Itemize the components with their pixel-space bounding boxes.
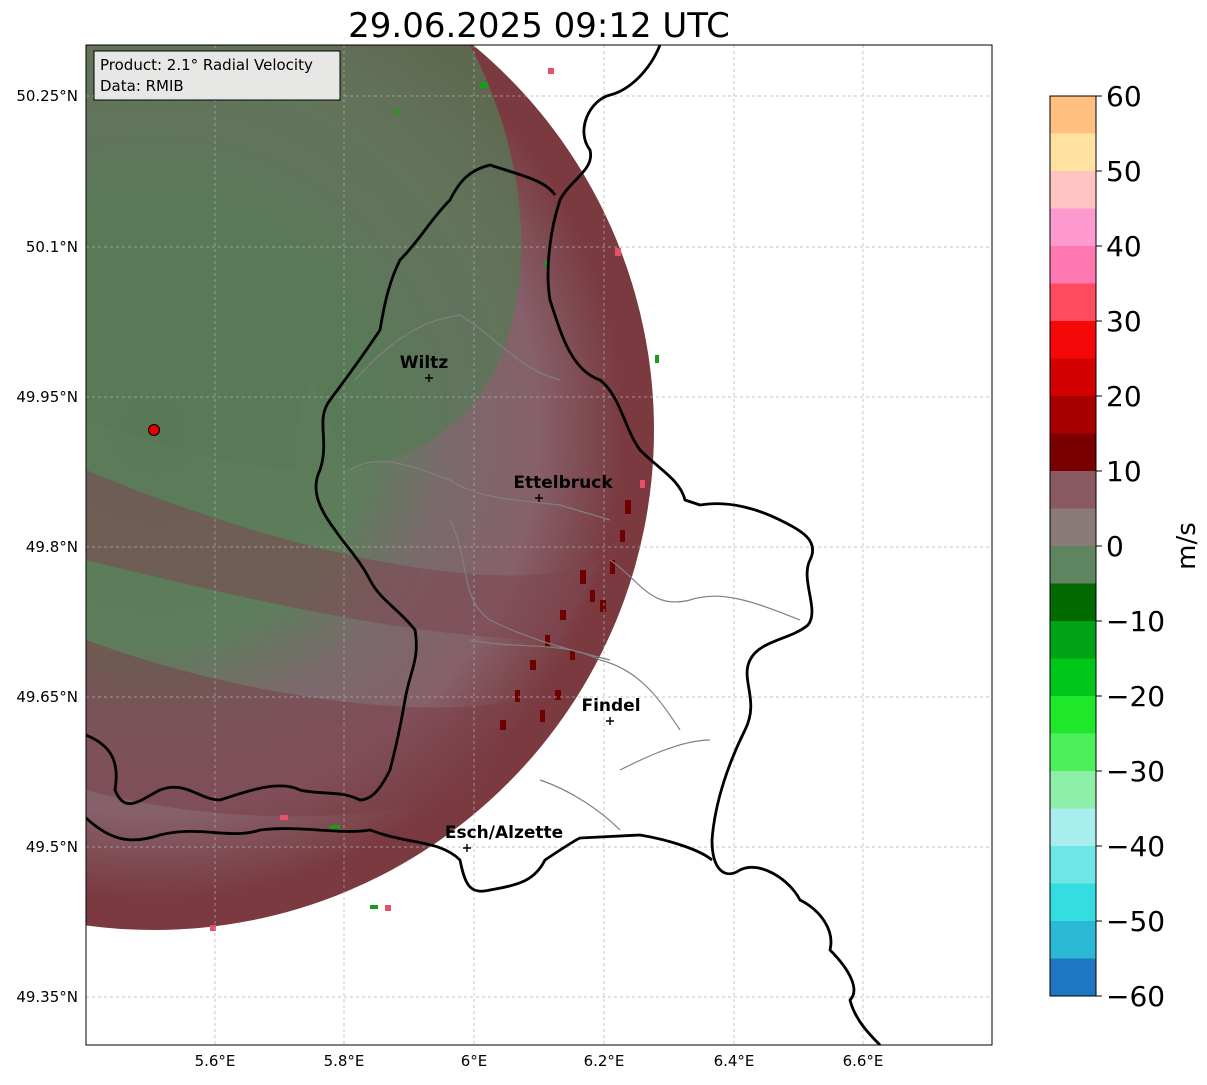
colorbar-band bbox=[1050, 321, 1096, 359]
city-marker-wiltz: Wiltz bbox=[400, 353, 449, 382]
lat-tick-label: 50.1°N bbox=[26, 238, 78, 256]
colorbar-ticks: 60 50 40 30 20 10 0 −10 −20 −30 −40 −50 −60 bbox=[1096, 80, 1165, 1013]
colorbar-tick-label: −10 bbox=[1106, 605, 1165, 638]
lon-tick-label: 5.8°E bbox=[324, 1052, 365, 1070]
colorbar-tick-label: 0 bbox=[1106, 530, 1124, 563]
colorbar-tick-label: −30 bbox=[1106, 755, 1165, 788]
colorbar-tick-label: 10 bbox=[1106, 455, 1142, 488]
lat-tick-label: 49.8°N bbox=[26, 538, 78, 556]
colorbar-tick-label: 20 bbox=[1106, 380, 1142, 413]
colorbar-band bbox=[1050, 733, 1096, 771]
colorbar-tick-label: 30 bbox=[1106, 305, 1142, 338]
colorbar-label: m/s bbox=[1172, 522, 1202, 570]
colorbar-band bbox=[1050, 583, 1096, 621]
gridlines bbox=[86, 45, 992, 1045]
colorbar-band bbox=[1050, 396, 1096, 434]
colorbar-band bbox=[1050, 508, 1096, 546]
colorbar-band bbox=[1050, 696, 1096, 734]
colorbar-tick-label: −20 bbox=[1106, 680, 1165, 713]
lat-tick-label: 50.25°N bbox=[16, 87, 78, 105]
colorbar: 60 50 40 30 20 10 0 −10 −20 −30 −40 −50 −60 m/s bbox=[1049, 80, 1202, 1013]
colorbar-tick-label: −40 bbox=[1106, 830, 1165, 863]
colorbar-band bbox=[1050, 133, 1096, 171]
map-frame bbox=[85, 44, 993, 1046]
colorbar-tick-label: 40 bbox=[1106, 230, 1142, 263]
lon-tick-label: 6.2°E bbox=[584, 1052, 625, 1070]
map-title: 29.06.2025 09:12 UTC bbox=[348, 6, 730, 46]
lon-tick-label: 6.6°E bbox=[843, 1052, 884, 1070]
lon-tick-label: 5.6°E bbox=[195, 1052, 236, 1070]
country-borders bbox=[86, 45, 881, 1045]
lat-tick-label: 49.65°N bbox=[16, 688, 78, 706]
colorbar-band bbox=[1050, 621, 1096, 659]
colorbar-band bbox=[1050, 958, 1096, 996]
radar-site-marker bbox=[148, 424, 160, 436]
city-label-findel: Findel bbox=[581, 696, 640, 716]
colorbar-band bbox=[1050, 358, 1096, 396]
info-data-source: Data: RMIB bbox=[100, 77, 184, 95]
colorbar-band bbox=[1050, 96, 1096, 134]
colorbar-tick-label: −50 bbox=[1106, 905, 1165, 938]
colorbar-band bbox=[1050, 808, 1096, 846]
colorbar-bands bbox=[1050, 96, 1096, 996]
lat-tick-label: 49.35°N bbox=[16, 988, 78, 1006]
colorbar-band bbox=[1050, 246, 1096, 284]
colorbar-band bbox=[1050, 283, 1096, 321]
colorbar-band bbox=[1050, 208, 1096, 246]
latitude-axis: 50.25°N 50.1°N 49.95°N 49.8°N 49.65°N 49… bbox=[16, 87, 78, 1006]
lat-tick-label: 49.5°N bbox=[26, 838, 78, 856]
lon-tick-label: 6°E bbox=[461, 1052, 488, 1070]
colorbar-band bbox=[1050, 771, 1096, 809]
city-label-ettelbruck: Ettelbruck bbox=[513, 473, 613, 493]
longitude-axis: 5.6°E 5.8°E 6°E 6.2°E 6.4°E 6.6°E bbox=[195, 1052, 884, 1070]
city-marker-findel: Findel bbox=[581, 696, 641, 725]
colorbar-band bbox=[1050, 171, 1096, 209]
city-label-wiltz: Wiltz bbox=[400, 353, 449, 373]
canton-boundaries bbox=[349, 314, 801, 831]
colorbar-tick-label: −60 bbox=[1106, 980, 1165, 1013]
colorbar-band bbox=[1050, 846, 1096, 884]
inbound-speckles bbox=[500, 500, 631, 730]
colorbar-tick-label: 60 bbox=[1106, 80, 1142, 113]
info-box: Product: 2.1° Radial Velocity Data: RMIB bbox=[93, 50, 341, 101]
colorbar-band bbox=[1050, 883, 1096, 921]
info-product: Product: 2.1° Radial Velocity bbox=[100, 56, 313, 74]
city-markers: Wiltz Ettelbruck Findel Esch/Alzette bbox=[400, 353, 641, 852]
lon-tick-label: 6.4°E bbox=[714, 1052, 755, 1070]
colorbar-tick-label: 50 bbox=[1106, 155, 1142, 188]
city-marker-esch-alzette: Esch/Alzette bbox=[445, 823, 563, 852]
colorbar-band bbox=[1050, 658, 1096, 696]
colorbar-band bbox=[1050, 471, 1096, 509]
lat-tick-label: 49.95°N bbox=[16, 388, 78, 406]
colorbar-band bbox=[1050, 921, 1096, 959]
map-area: Wiltz Ettelbruck Findel Esch/Alzette Pro… bbox=[86, 45, 992, 1045]
city-marker-ettelbruck: Ettelbruck bbox=[513, 473, 613, 502]
colorbar-band bbox=[1050, 433, 1096, 471]
colorbar-band bbox=[1050, 546, 1096, 584]
city-label-esch-alzette: Esch/Alzette bbox=[445, 823, 563, 843]
high-velocity-speckles bbox=[210, 68, 645, 931]
